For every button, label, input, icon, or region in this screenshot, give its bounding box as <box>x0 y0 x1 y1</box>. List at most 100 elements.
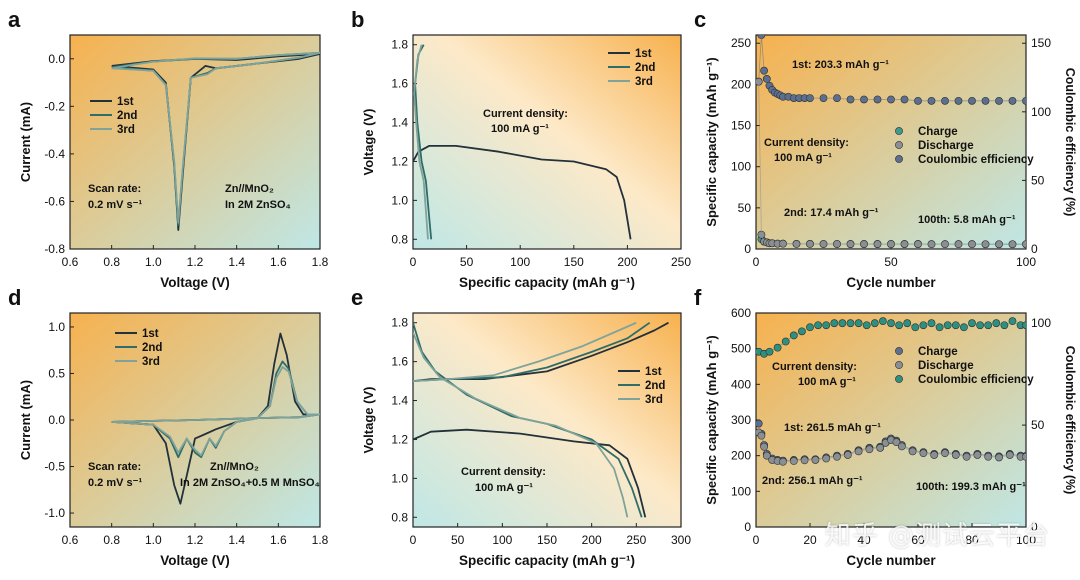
chart-panel-b: b 0 50 100 150 200 250 0.8 1.0 1.2 1.4 1.6 1.8 Specif… <box>351 7 691 290</box>
chart-panel-a: a 0.6 0.8 1.0 1.2 1.4 1.6 1.8 -0.8 -0.6 -0.4 -0.2 0.… <box>8 7 329 290</box>
y-tick-label: 0.5 <box>48 366 65 380</box>
y-tick-label: 500 <box>731 342 751 356</box>
x-tick-label: 1.8 <box>312 533 329 547</box>
annotation: Scan rate: <box>88 183 141 195</box>
x-tick-label: 0.8 <box>103 533 120 547</box>
watermark: 知乎 @测试云平台 <box>824 521 1050 551</box>
y2-tick-label: 150 <box>1031 36 1051 50</box>
panel-label: a <box>8 7 21 32</box>
legend-swatch <box>895 347 903 355</box>
y-axis-label: Specific capacity (mAh g⁻¹) <box>704 57 719 226</box>
y-axis-label: Current (mA) <box>18 380 33 460</box>
annotation: Zn//MnO₂ <box>225 183 274 195</box>
x-tick-label: 100 <box>1016 255 1036 269</box>
panel-label: b <box>351 7 364 32</box>
legend-label: 2nd <box>142 342 162 354</box>
y-tick-label: -0.2 <box>44 99 65 113</box>
y-tick-label: -0.6 <box>44 194 65 208</box>
series-line-3rd <box>111 366 320 457</box>
x-tick-label: 1.2 <box>187 533 204 547</box>
panel-label: e <box>351 285 363 310</box>
legend-label: 2nd <box>117 110 137 122</box>
y-tick-label: 1.8 <box>391 316 408 330</box>
y-tick-label: 400 <box>731 377 751 391</box>
series-group <box>413 44 632 240</box>
annotation: Current density: <box>483 108 568 120</box>
legend-label: Charge <box>918 346 958 358</box>
y-tick-label: 0.8 <box>391 510 408 524</box>
y-tick-label: 0.0 <box>48 413 65 427</box>
series-line-1st <box>413 428 647 518</box>
series-group <box>756 35 1026 249</box>
x-tick-label: 0 <box>753 533 760 547</box>
plot-area <box>755 312 1027 528</box>
series-group <box>111 332 320 505</box>
x-axis-label: Cycle number <box>846 275 936 290</box>
annotation: 100th: 5.8 mAh g⁻¹ <box>918 214 1016 226</box>
series-trace-coulombic-efficiency <box>758 35 1026 102</box>
series-line-3rd-charge <box>413 321 637 382</box>
y2-tick-label: 0 <box>1031 242 1038 256</box>
legend-label: 2nd <box>645 380 665 392</box>
y-tick-label: 1.2 <box>391 154 408 168</box>
y-tick-label: 0 <box>744 520 751 534</box>
panel-label: d <box>8 285 21 310</box>
y2-tick-label: 100 <box>1031 105 1051 119</box>
annotation: Zn//MnO₂ <box>210 461 259 473</box>
y-tick-label: 0.0 <box>48 52 65 66</box>
y-tick-label: 250 <box>731 36 751 50</box>
y-tick-label: -0.8 <box>44 242 65 256</box>
y-tick-label: 1.4 <box>391 394 408 408</box>
x-tick-label: 1.0 <box>145 255 162 269</box>
y-tick-label: 1.0 <box>391 471 408 485</box>
series-group <box>111 51 320 231</box>
x-tick-label: 150 <box>564 255 584 269</box>
legend-label: 1st <box>635 48 652 60</box>
y-tick-label: -0.5 <box>44 460 65 474</box>
annotation: Scan rate: <box>88 461 141 473</box>
y2-tick-label: 100 <box>1031 316 1051 330</box>
legend-label: 3rd <box>142 356 160 368</box>
x-tick-label: 100 <box>1016 533 1036 547</box>
annotation: 2nd: 256.1 mAh g⁻¹ <box>762 475 863 487</box>
plot-area <box>412 312 682 528</box>
y-tick-label: -1.0 <box>44 506 65 520</box>
series-trace-discharge <box>758 432 1026 463</box>
y-tick-label: 200 <box>731 77 751 91</box>
annotation: 100 mA g⁻¹ <box>491 123 549 135</box>
x-tick-label: 1.2 <box>187 255 204 269</box>
y-tick-label: 200 <box>731 449 751 463</box>
chart-panel-f: f0 20 40 60 80 1000100200300400500600050100Co… <box>694 285 1077 568</box>
y-axis-label: Current (mA) <box>18 102 33 182</box>
x-tick-label: 0.8 <box>103 255 120 269</box>
x-tick-label: 150 <box>537 533 557 547</box>
x-tick-label: 1.4 <box>228 255 245 269</box>
x-tick-label: 300 <box>671 533 691 547</box>
legend-label: 3rd <box>117 124 135 136</box>
annotation: 100th: 199.3 mAh g⁻¹ <box>916 481 1026 493</box>
y-axis-label: Specific capacity (mAh g⁻¹) <box>704 335 719 504</box>
y-tick-label: 1.6 <box>391 77 408 91</box>
y-tick-label: 1.4 <box>391 116 408 130</box>
x-tick-label: 50 <box>451 533 465 547</box>
legend-label: 1st <box>142 328 159 340</box>
series-line-3rd <box>413 44 429 240</box>
x-tick-label: 50 <box>460 255 474 269</box>
annotation: 2nd: 17.4 mAh g⁻¹ <box>784 207 879 219</box>
legend-label: Coulombic efficiency <box>918 374 1034 386</box>
x-tick-label: 50 <box>884 255 898 269</box>
legend-swatch <box>895 361 903 369</box>
series-group <box>413 321 669 518</box>
x-tick-label: 20 <box>803 533 817 547</box>
x-tick-label: 1.8 <box>312 255 329 269</box>
annotation: Current density: <box>772 361 857 373</box>
y-axis-label: Voltage (V) <box>361 387 376 454</box>
annotation: 1st: 203.3 mAh g⁻¹ <box>792 59 889 71</box>
x-tick-label: 100 <box>510 255 530 269</box>
legend-label: Discharge <box>918 360 974 372</box>
legend-swatch <box>895 127 903 135</box>
y-tick-label: 1.2 <box>391 432 408 446</box>
x-axis-label: Specific capacity (mAh g⁻¹) <box>459 553 635 568</box>
annotation: 100 mA g⁻¹ <box>774 152 832 164</box>
legend-swatch <box>895 155 903 163</box>
